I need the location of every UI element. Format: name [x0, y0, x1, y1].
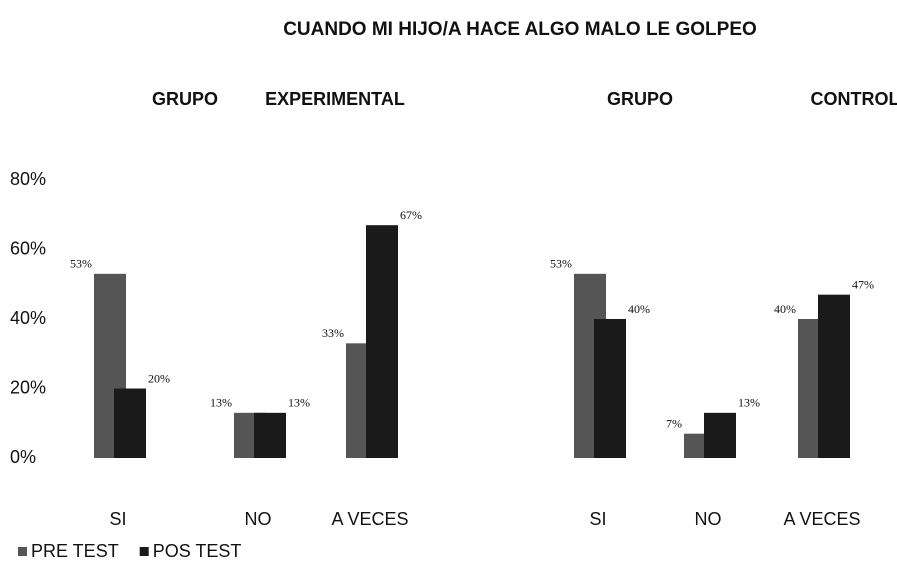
chart-subtitle: EXPERIMENTAL [265, 89, 405, 109]
value-label: 47% [852, 277, 874, 291]
legend-swatch [18, 547, 27, 556]
y-tick-label: 60% [10, 238, 46, 258]
value-label: 13% [210, 396, 232, 410]
bar [704, 412, 736, 458]
bar [114, 388, 146, 458]
y-tick-label: 80% [10, 169, 46, 189]
value-label: 33% [322, 326, 344, 340]
bar [594, 319, 626, 458]
value-label: 53% [550, 257, 572, 271]
value-label: 67% [400, 208, 422, 222]
x-tick-label: A VECES [783, 509, 860, 529]
legend-label: POS TEST [153, 541, 242, 561]
x-tick-label: SI [589, 509, 606, 529]
x-tick-label: NO [245, 509, 272, 529]
bar [366, 225, 398, 458]
chart-subtitle: GRUPO [152, 89, 218, 109]
chart-subtitle: GRUPO [607, 89, 673, 109]
y-tick-label: 40% [10, 308, 46, 328]
chart-subtitle: CONTROL [811, 89, 897, 109]
value-label: 40% [774, 302, 796, 316]
x-tick-label: SI [109, 509, 126, 529]
value-label: 13% [738, 396, 760, 410]
legend-swatch [139, 547, 149, 556]
x-tick-label: NO [695, 509, 722, 529]
value-label: 7% [666, 416, 682, 430]
value-label: 53% [70, 257, 92, 271]
value-label: 40% [628, 302, 650, 316]
bar [254, 412, 286, 458]
bar [818, 294, 850, 458]
chart-title: CUANDO MI HIJO/A HACE ALGO MALO LE GOLPE… [283, 19, 757, 40]
legend-label: PRE TEST [31, 541, 119, 561]
value-label: 13% [288, 396, 310, 410]
y-tick-label: 0% [10, 447, 36, 467]
y-tick-label: 20% [10, 377, 46, 397]
x-tick-label: A VECES [331, 509, 408, 529]
value-label: 20% [148, 371, 170, 385]
